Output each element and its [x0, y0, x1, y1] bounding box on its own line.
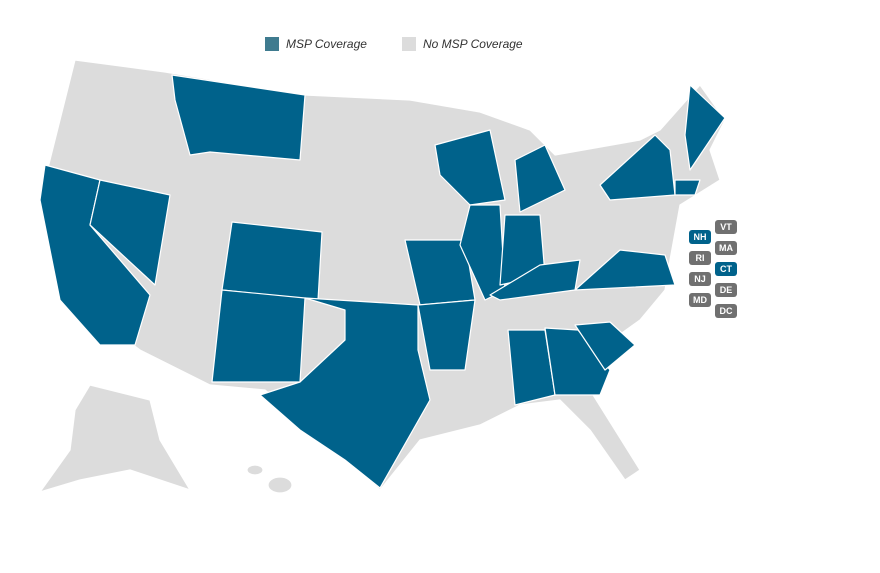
state — [599, 134, 676, 201]
small-state-box — [715, 220, 737, 234]
small-state-box — [715, 283, 737, 297]
legend-swatch — [402, 37, 416, 51]
legend: MSP Coverage No MSP Coverage — [265, 37, 523, 51]
small-state-label: NJ — [694, 274, 706, 284]
small-state-label: RI — [696, 253, 705, 263]
small-state-label: MA — [719, 243, 733, 253]
state — [417, 299, 476, 371]
small-state-box — [715, 241, 737, 255]
state — [259, 297, 431, 489]
small-state-label: CT — [720, 264, 732, 274]
state — [489, 259, 581, 301]
state — [684, 84, 726, 171]
legend-label: MSP Coverage — [286, 37, 367, 51]
alaska — [39, 384, 191, 493]
legend-label: No MSP Coverage — [423, 37, 523, 51]
legend-swatch — [265, 37, 279, 51]
hawaii — [267, 476, 293, 494]
state — [574, 249, 676, 291]
small-state-box — [715, 304, 737, 318]
states — [39, 59, 726, 494]
small-state-label: DC — [720, 306, 733, 316]
small-state-label: VT — [720, 222, 732, 232]
small-state-box — [715, 262, 737, 276]
state — [171, 74, 306, 161]
small-state-label: NH — [694, 232, 707, 242]
small-state-label: MD — [693, 295, 707, 305]
state — [211, 289, 306, 383]
state — [221, 221, 323, 301]
small-state-label: DE — [720, 285, 733, 295]
hawaii — [246, 464, 264, 476]
state — [674, 179, 701, 196]
small-state-box — [689, 230, 711, 244]
small-state-box — [689, 293, 711, 307]
state — [574, 321, 636, 371]
state — [544, 327, 611, 396]
state — [434, 129, 506, 206]
small-states: VT NH MA RI CT NJ DE MD DC — [689, 220, 737, 318]
small-state-box — [689, 272, 711, 286]
small-state-box — [689, 251, 711, 265]
state — [89, 179, 171, 286]
state — [514, 144, 566, 213]
